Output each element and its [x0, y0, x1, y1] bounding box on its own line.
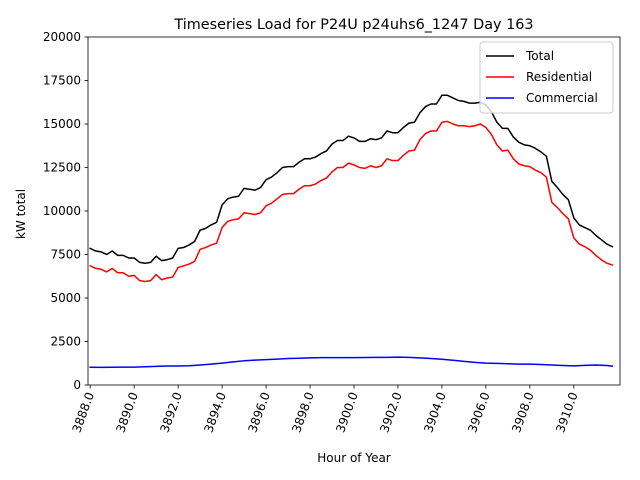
x-tick-label: 3900.0	[333, 390, 361, 434]
y-tick-label: 20000	[43, 30, 81, 44]
x-tick-label: 3894.0	[201, 390, 229, 434]
series-line-commercial	[89, 356, 614, 369]
x-tick-label: 3888.0	[69, 390, 97, 434]
y-tick-label: 5000	[50, 291, 81, 305]
x-tick-label: 3896.0	[245, 390, 273, 434]
y-tick-label: 2500	[50, 335, 81, 349]
y-tick-label: 10000	[43, 204, 81, 218]
legend: Total Residential Commercial	[479, 41, 614, 114]
x-tick-label: 3892.0	[157, 390, 185, 434]
chart-title: Timeseries Load for P24U p24uhs6_1247 Da…	[173, 17, 533, 33]
x-tick-label: 3908.0	[509, 390, 537, 434]
legend-label-total: Total	[525, 49, 554, 63]
y-tick-label: 0	[73, 378, 81, 392]
series-line-residential	[89, 120, 614, 283]
series-line-total	[89, 94, 614, 264]
x-tick-label: 3890.0	[113, 390, 141, 434]
y-axis-label: kW total	[14, 189, 28, 239]
series-layer	[89, 94, 614, 369]
y-tick-label: 17500	[43, 74, 81, 88]
y-tick-label: 7500	[50, 248, 81, 262]
x-tick-label: 3906.0	[465, 390, 493, 434]
y-tick-label: 12500	[43, 161, 81, 175]
legend-label-residential: Residential	[526, 70, 592, 84]
x-tick-label: 3902.0	[377, 390, 405, 434]
axes-layer: 0 2500 5000 7500 10000 12500 15000 17500 20000 38…	[43, 30, 621, 434]
x-tick-label: 3904.0	[421, 390, 449, 434]
x-tick-label: 3910.0	[553, 390, 581, 434]
x-axis-label: Hour of Year	[317, 451, 391, 465]
x-tick-label: 3898.0	[289, 390, 317, 434]
legend-label-commercial: Commercial	[526, 91, 598, 105]
y-tick-label: 15000	[43, 117, 81, 131]
legend-box	[479, 41, 614, 114]
